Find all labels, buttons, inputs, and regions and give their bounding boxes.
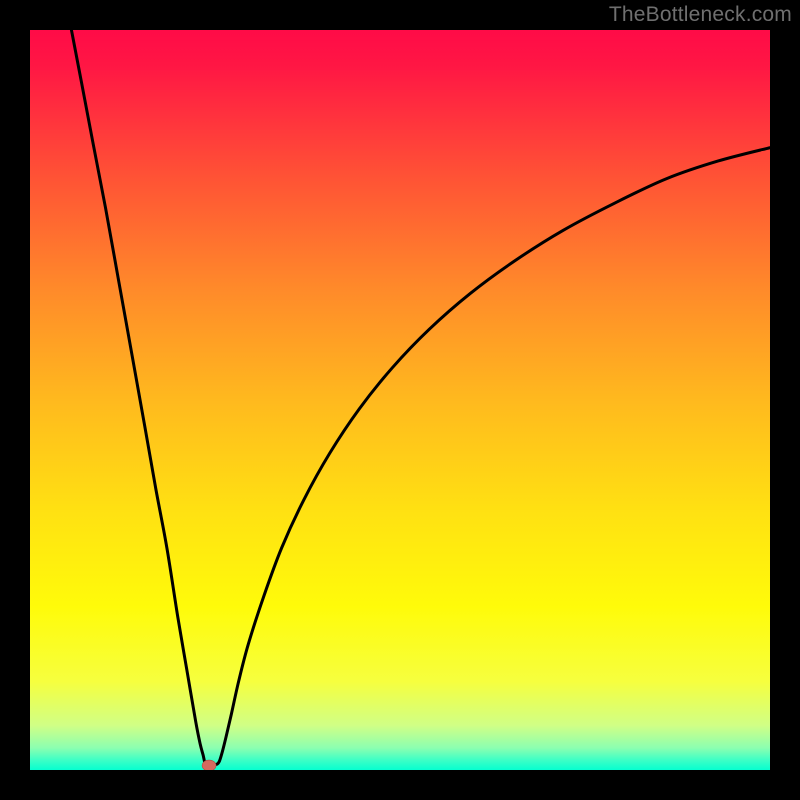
optimal-point-marker [202,760,216,771]
bottleneck-curve-chart [0,0,800,800]
watermark-text: TheBottleneck.com [609,3,792,27]
